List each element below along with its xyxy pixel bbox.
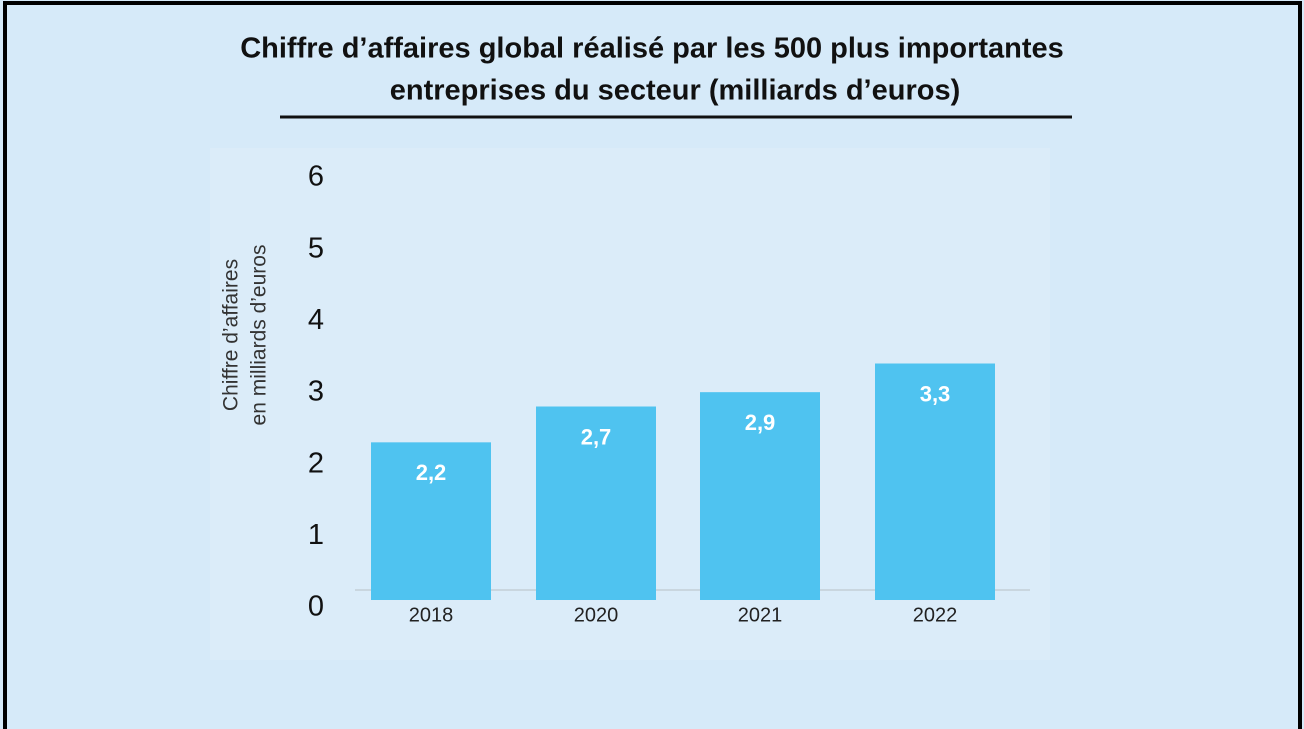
y-tick-label: 3 (308, 376, 324, 408)
y-tick-label: 2 (308, 447, 324, 479)
value-label: 2,9 (745, 410, 776, 435)
y-axis-label: en milliards d’euros (248, 245, 271, 426)
x-tick-label: 2022 (913, 604, 958, 626)
bar (875, 363, 995, 600)
x-tick-label: 2018 (409, 604, 454, 626)
frame (3, 1, 1302, 729)
x-tick-label: 2021 (738, 604, 783, 626)
value-label: 2,2 (416, 460, 447, 485)
chart-title: Chiffre d’affaires global réalisé par le… (240, 33, 1064, 65)
bar (700, 392, 820, 600)
y-tick-label: 1 (308, 519, 324, 551)
y-tick-label: 0 (308, 591, 324, 623)
chart-title: entreprises du secteur (milliards d’euro… (390, 75, 961, 107)
y-axis-label: Chiffre d’affaires (220, 259, 243, 411)
value-label: 2,7 (581, 424, 612, 449)
y-tick-label: 6 (308, 161, 324, 193)
value-label: 3,3 (920, 381, 951, 406)
y-tick-label: 4 (308, 304, 324, 336)
bar (371, 442, 491, 600)
y-tick-label: 5 (308, 232, 324, 264)
x-tick-label: 2020 (574, 604, 619, 626)
bar (536, 406, 656, 600)
